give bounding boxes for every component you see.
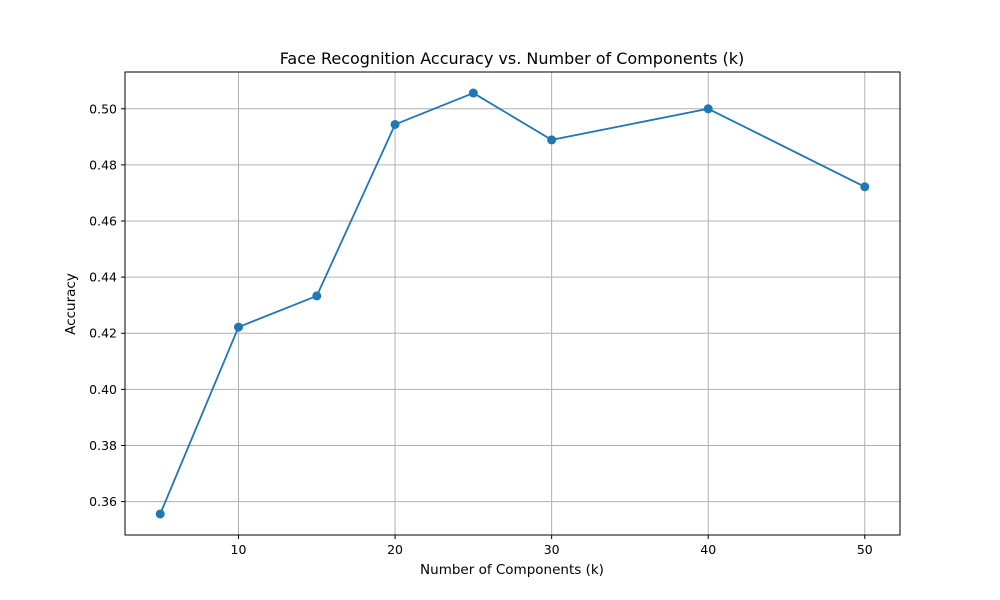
y-tick-label: 0.42 bbox=[89, 326, 117, 341]
x-tick-label: 20 bbox=[387, 542, 403, 557]
series-markers bbox=[155, 88, 870, 519]
data-point bbox=[390, 119, 400, 129]
chart-title: Face Recognition Accuracy vs. Number of … bbox=[280, 49, 745, 68]
y-axis-ticks: 0.36 0.38 0.40 0.42 0.44 0.46 0.48 0.50 bbox=[89, 101, 125, 509]
y-tick-label: 0.50 bbox=[89, 101, 117, 116]
data-point bbox=[468, 88, 478, 98]
series-line bbox=[159, 92, 866, 515]
x-tick-label: 30 bbox=[544, 542, 560, 557]
x-axis-ticks: 10 20 30 40 50 bbox=[231, 535, 873, 557]
y-tick-label: 0.40 bbox=[89, 382, 117, 397]
y-tick-label: 0.46 bbox=[89, 214, 117, 229]
y-tick-label: 0.36 bbox=[89, 494, 117, 509]
y-tick-label: 0.44 bbox=[89, 270, 117, 285]
x-axis-label: Number of Components (k) bbox=[420, 562, 604, 578]
y-tick-label: 0.38 bbox=[89, 438, 117, 453]
y-tick-label: 0.48 bbox=[89, 157, 117, 172]
x-tick-label: 10 bbox=[231, 542, 247, 557]
data-point bbox=[312, 291, 322, 301]
series-line-layer bbox=[159, 92, 866, 515]
data-point bbox=[234, 322, 244, 332]
grid-lines bbox=[125, 72, 900, 535]
data-point bbox=[703, 104, 713, 114]
x-tick-label: 50 bbox=[857, 542, 873, 557]
data-point bbox=[860, 182, 870, 192]
x-tick-label: 40 bbox=[700, 542, 716, 557]
data-point bbox=[547, 135, 557, 145]
data-point bbox=[155, 509, 165, 519]
y-axis-label: Accuracy bbox=[63, 273, 79, 335]
plot-frame bbox=[124, 71, 901, 536]
plot-area bbox=[125, 72, 900, 535]
